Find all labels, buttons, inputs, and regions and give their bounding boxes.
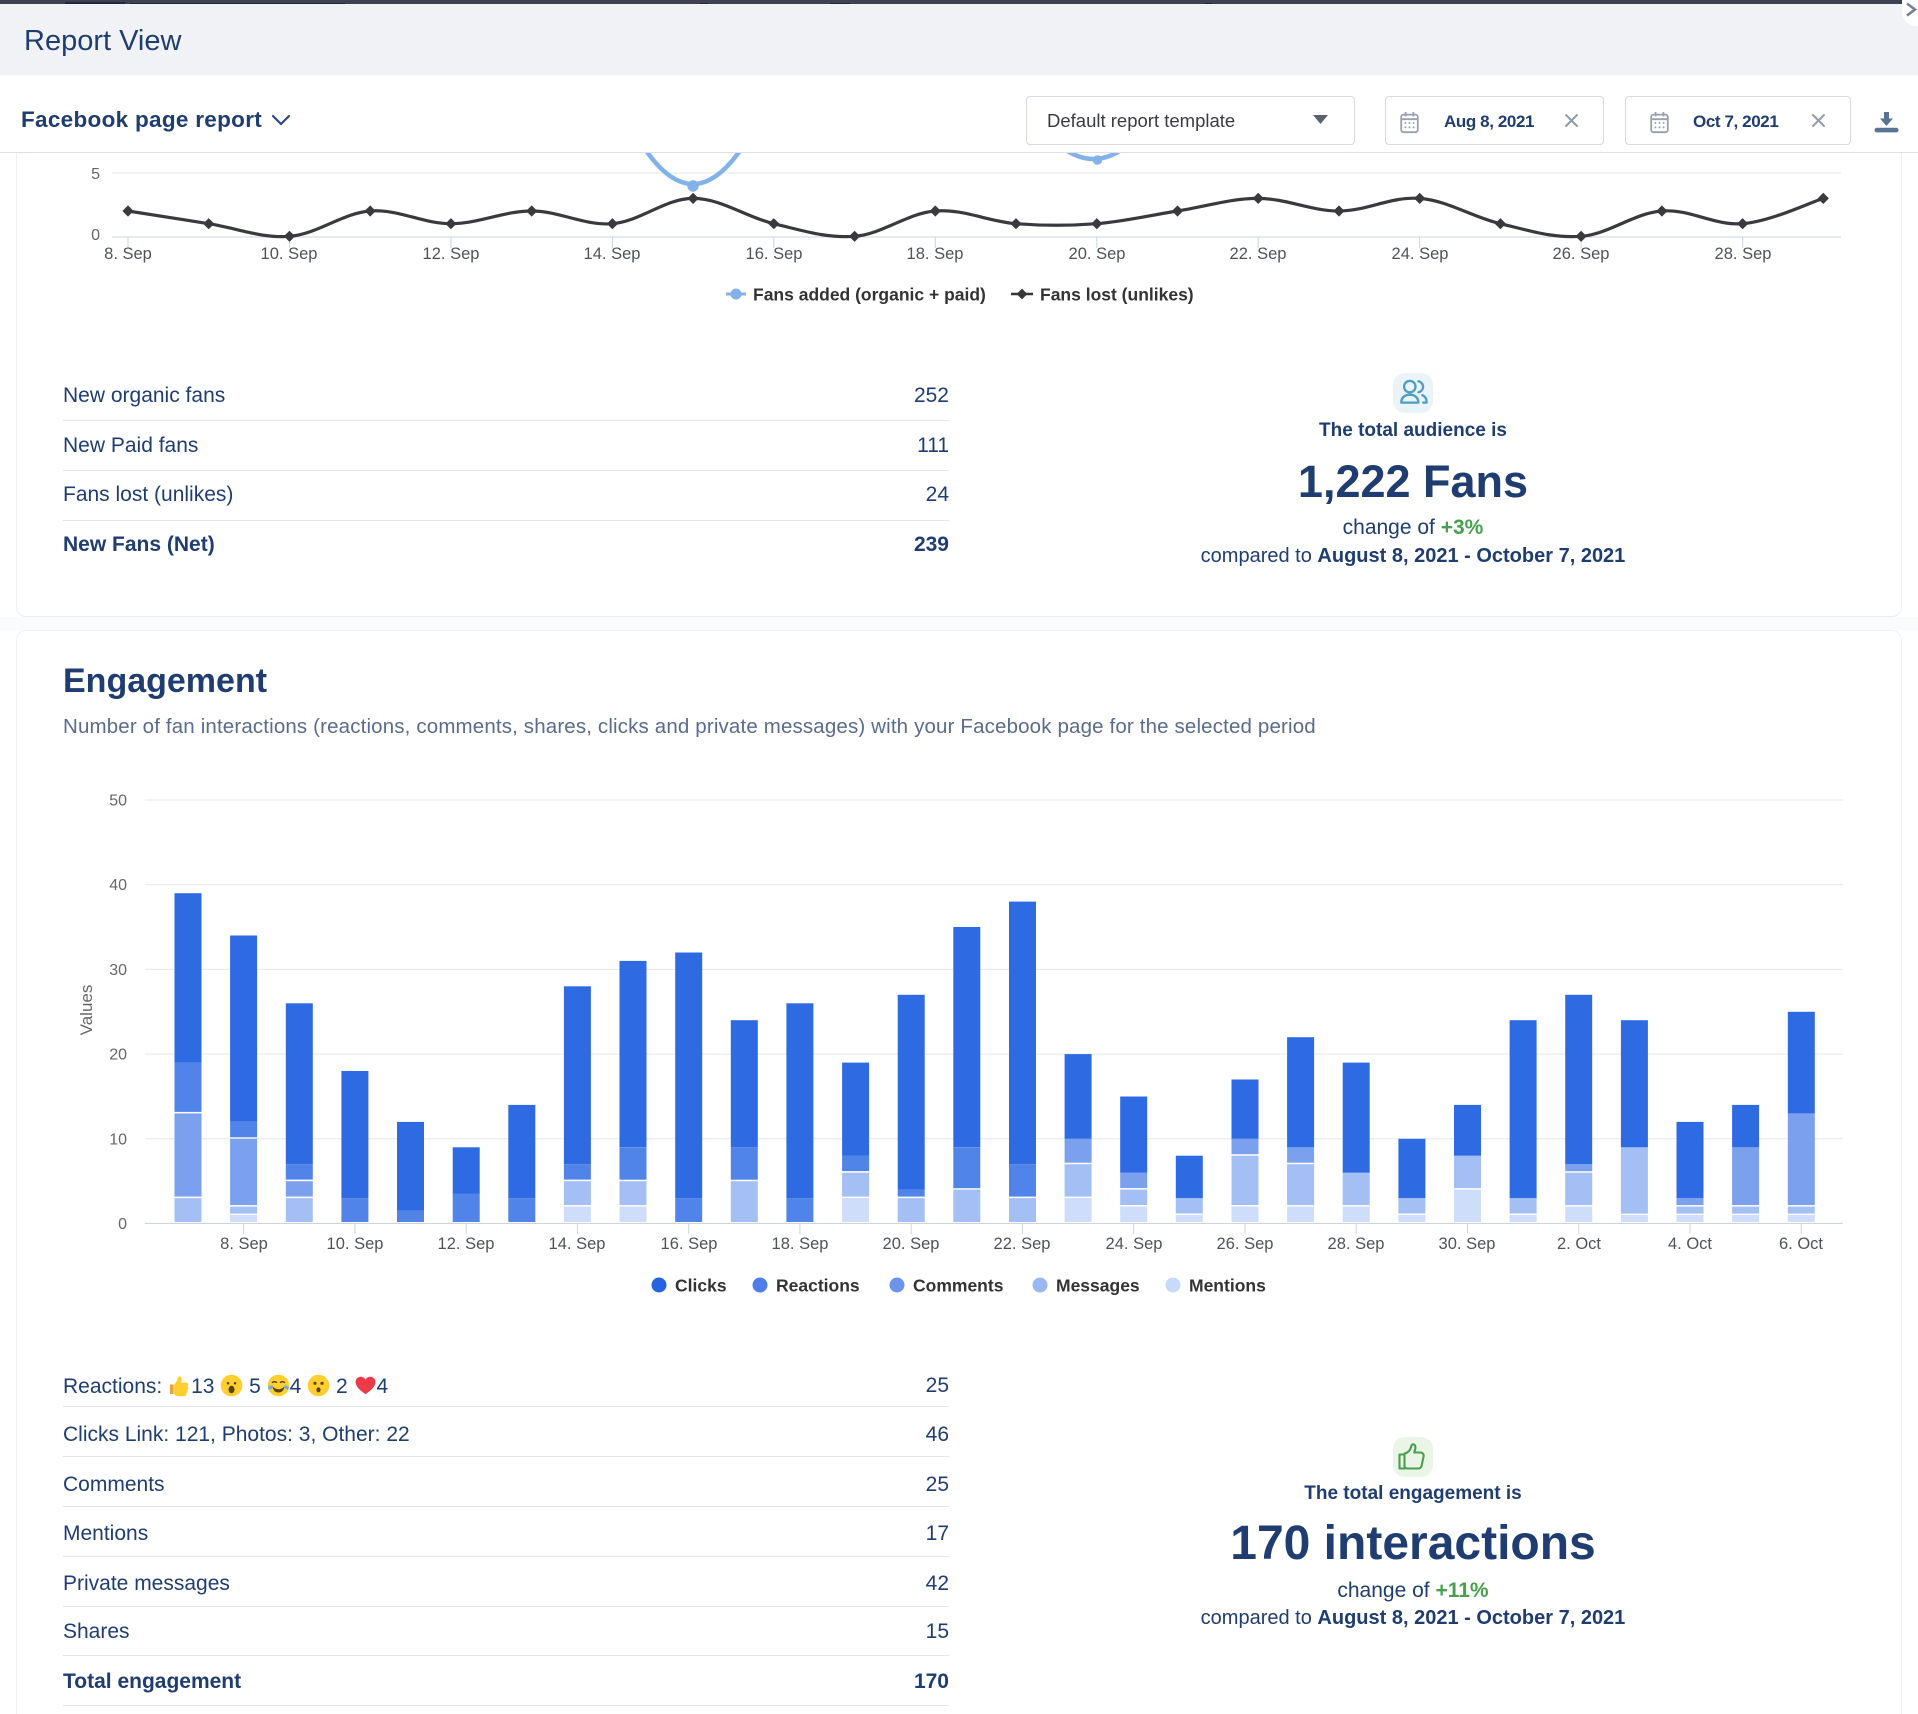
svg-text:12. Sep: 12. Sep [438, 1235, 495, 1253]
svg-text:10. Sep: 10. Sep [261, 245, 318, 263]
svg-text:Comments: Comments [913, 1276, 1004, 1296]
svg-text:Reactions: Reactions [776, 1276, 860, 1296]
svg-text:0: 0 [118, 1216, 127, 1233]
svg-text:30. Sep: 30. Sep [1439, 1235, 1496, 1253]
svg-text:Messages: Messages [1056, 1276, 1140, 1296]
svg-text:8. Sep: 8. Sep [220, 1235, 268, 1253]
svg-text:14. Sep: 14. Sep [549, 1235, 606, 1253]
svg-text:28. Sep: 28. Sep [1328, 1235, 1385, 1253]
svg-text:Fans lost (unlikes): Fans lost (unlikes) [1040, 285, 1194, 305]
svg-text:26. Sep: 26. Sep [1217, 1235, 1274, 1253]
svg-text:40: 40 [109, 877, 127, 894]
svg-text:14. Sep: 14. Sep [584, 245, 641, 263]
svg-text:20. Sep: 20. Sep [883, 1235, 940, 1253]
svg-text:28. Sep: 28. Sep [1715, 245, 1772, 263]
svg-text:Values: Values [77, 985, 96, 1036]
svg-text:2. Oct: 2. Oct [1557, 1235, 1601, 1253]
svg-text:8. Sep: 8. Sep [104, 245, 152, 263]
svg-text:10. Sep: 10. Sep [327, 1235, 384, 1253]
svg-text:0: 0 [91, 227, 100, 244]
svg-text:24. Sep: 24. Sep [1106, 1235, 1163, 1253]
svg-text:16. Sep: 16. Sep [746, 245, 803, 263]
svg-text:5: 5 [91, 166, 100, 183]
svg-text:10: 10 [109, 1131, 127, 1148]
svg-text:12. Sep: 12. Sep [423, 245, 480, 263]
svg-text:Fans added (organic + paid): Fans added (organic + paid) [753, 285, 986, 305]
svg-text:18. Sep: 18. Sep [772, 1235, 829, 1253]
svg-text:22. Sep: 22. Sep [994, 1235, 1051, 1253]
svg-text:Mentions: Mentions [1189, 1276, 1266, 1296]
svg-text:20: 20 [109, 1047, 127, 1064]
svg-text:20. Sep: 20. Sep [1069, 245, 1126, 263]
svg-text:6. Oct: 6. Oct [1779, 1235, 1823, 1253]
svg-text:30: 30 [109, 962, 127, 979]
svg-text:50: 50 [109, 793, 127, 810]
svg-text:24. Sep: 24. Sep [1392, 245, 1449, 263]
svg-text:18. Sep: 18. Sep [907, 245, 964, 263]
svg-text:16. Sep: 16. Sep [661, 1235, 718, 1253]
svg-text:22. Sep: 22. Sep [1230, 245, 1287, 263]
svg-text:26. Sep: 26. Sep [1553, 245, 1610, 263]
svg-text:4. Oct: 4. Oct [1668, 1235, 1712, 1253]
svg-text:Clicks: Clicks [675, 1276, 727, 1296]
